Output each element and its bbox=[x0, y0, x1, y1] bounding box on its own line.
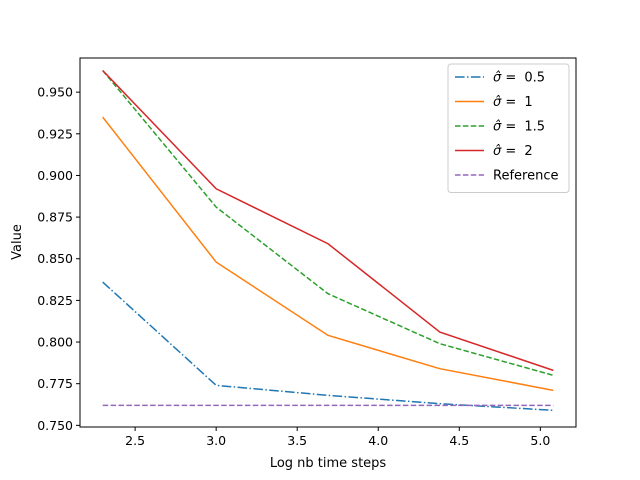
x-tick-label: 5.0 bbox=[530, 433, 550, 448]
y-tick-label: 0.875 bbox=[37, 210, 73, 225]
y-tick-label: 0.800 bbox=[37, 335, 73, 350]
legend: σ̂ = 0.5 σ̂ = 1 σ̂ = 1.5 σ̂ = 2 Reference bbox=[447, 63, 570, 193]
y-tick-label: 0.925 bbox=[37, 126, 73, 141]
y-tick-label: 0.775 bbox=[37, 376, 73, 391]
x-axis: 2.5 3.0 3.5 4.0 4.5 5.0 bbox=[125, 427, 550, 448]
plot-area bbox=[79, 57, 577, 428]
x-tick-label: 4.5 bbox=[449, 433, 469, 448]
legend-entry: Reference bbox=[493, 169, 558, 184]
y-axis: 0.750 0.775 0.800 0.825 0.850 0.875 0.900 0.925… bbox=[37, 85, 80, 433]
y-tick-label: 0.950 bbox=[37, 85, 73, 100]
y-tick-label: 0.850 bbox=[37, 251, 73, 266]
y-tick-label: 0.900 bbox=[37, 168, 73, 183]
y-tick-label: 0.825 bbox=[37, 293, 73, 308]
legend-entry: σ̂ = 1.5 bbox=[493, 120, 545, 135]
legend-entry: σ̂ = 1 bbox=[493, 95, 533, 110]
legend-entry: σ̂ = 2 bbox=[493, 144, 533, 159]
series-line-2 bbox=[102, 70, 554, 377]
series-line-1 bbox=[102, 116, 554, 392]
x-axis-label: Log nb time steps bbox=[270, 456, 387, 471]
legend-box bbox=[447, 63, 570, 193]
series-layer bbox=[102, 69, 554, 412]
x-tick-label: 4.0 bbox=[368, 433, 388, 448]
legend-entry: σ̂ = 0.5 bbox=[493, 71, 545, 86]
y-axis-label: Value bbox=[10, 224, 25, 260]
series-line-3 bbox=[102, 69, 554, 372]
y-tick-label: 0.750 bbox=[37, 418, 73, 433]
x-tick-label: 3.5 bbox=[287, 433, 307, 448]
x-tick-label: 3.0 bbox=[206, 433, 226, 448]
x-tick-label: 2.5 bbox=[125, 433, 145, 448]
